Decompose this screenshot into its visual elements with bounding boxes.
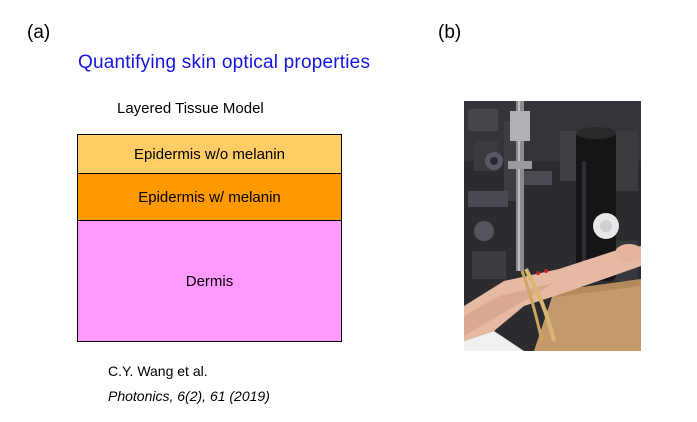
panel-b-label: (b) <box>438 22 462 43</box>
setup-photo-illustration <box>464 101 641 351</box>
layer-label: Dermis <box>185 272 234 290</box>
citation-authors: C.Y. Wang et al. <box>108 363 208 379</box>
layer-epidermis-with-melanin: Epidermis w/ melanin <box>77 173 342 221</box>
model-heading: Layered Tissue Model <box>117 100 264 117</box>
panel-a-label: (a) <box>27 22 51 43</box>
experimental-setup-photo <box>464 101 641 351</box>
layer-label: Epidermis w/o melanin <box>134 145 285 163</box>
diagram-title: Quantifying skin optical properties <box>78 52 371 73</box>
layer-dermis: Dermis <box>77 220 342 342</box>
citation-journal: Photonics, 6(2), 61 (2019) <box>108 388 270 404</box>
layer-epidermis-without-melanin: Epidermis w/o melanin <box>77 134 342 174</box>
layer-label: Epidermis w/ melanin <box>138 188 281 206</box>
